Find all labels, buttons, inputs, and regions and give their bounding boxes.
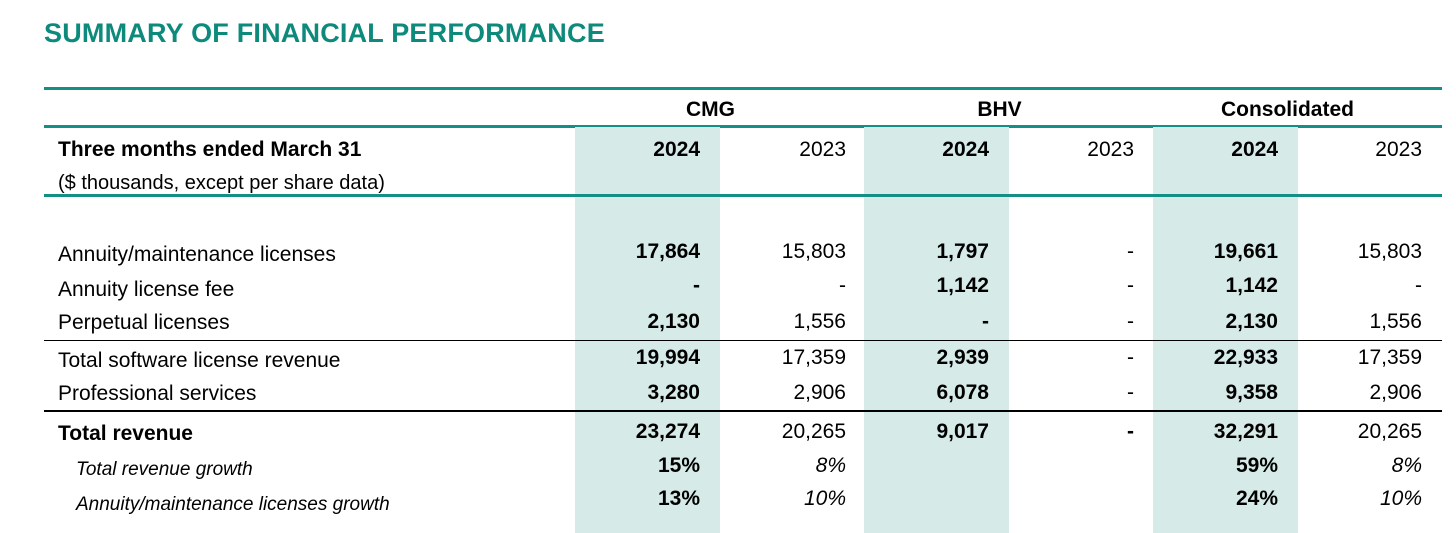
- table-cell: 1,556: [1369, 310, 1422, 333]
- table-cell: 3,280: [647, 381, 700, 404]
- table-cell: 20,265: [781, 420, 846, 443]
- table-cell: 10%: [803, 487, 846, 510]
- table-cell: 19,661: [1213, 240, 1278, 263]
- row-label-total-revenue-growth: Total revenue growth: [76, 459, 253, 480]
- table-cell: 59%: [1235, 454, 1278, 477]
- table-cell: 1,142: [936, 274, 989, 297]
- table-cell: 8%: [815, 454, 846, 477]
- table-cell: 1,797: [936, 240, 989, 263]
- year-header-cmg-2024: 2024: [653, 138, 700, 161]
- subtotal-rule: [44, 340, 1442, 341]
- table-cell: 6,078: [936, 381, 989, 404]
- table-cell: 2,939: [936, 346, 989, 369]
- table-cell: 15,803: [1357, 240, 1422, 263]
- year-header-bhv-2023: 2023: [1087, 138, 1134, 161]
- table-cell: 22,933: [1213, 346, 1278, 369]
- table-cell: -: [1127, 274, 1134, 297]
- row-label-perpetual-licenses: Perpetual licenses: [58, 311, 230, 334]
- year-header-consolidated-2024: 2024: [1231, 138, 1278, 161]
- header-bottom-rule: [44, 194, 1442, 197]
- table-cell: -: [982, 310, 989, 333]
- table-cell: -: [1127, 381, 1134, 404]
- row-label-total-software-license-revenue: Total software license revenue: [58, 349, 341, 372]
- table-cell: 15,803: [781, 240, 846, 263]
- table-cell: 17,359: [781, 346, 846, 369]
- table-cell: 19,994: [635, 346, 700, 369]
- group-header-consolidated: Consolidated: [1220, 98, 1354, 121]
- table-cell: -: [1415, 274, 1422, 297]
- table-cell: 32,291: [1213, 420, 1278, 443]
- table-cell: 17,864: [635, 240, 700, 263]
- row-label-annuity-maintenance-licenses-growth: Annuity/maintenance licenses growth: [76, 494, 390, 515]
- top-rule: [44, 87, 1442, 90]
- table-cell: 2,906: [1369, 381, 1422, 404]
- row-label-professional-services: Professional services: [58, 382, 257, 405]
- table-cell: 13%: [657, 487, 700, 510]
- table-cell: -: [1127, 420, 1134, 443]
- table-cell: 23,274: [635, 420, 700, 443]
- table-cell: 2,130: [647, 310, 700, 333]
- year-header-bhv-2024: 2024: [942, 138, 989, 161]
- table-cell: 10%: [1379, 487, 1422, 510]
- table-cell: 9,358: [1225, 381, 1278, 404]
- table-cell: -: [839, 274, 846, 297]
- table-cell: 9,017: [936, 420, 989, 443]
- table-cell: 15%: [657, 454, 700, 477]
- table-cell: 2,130: [1225, 310, 1278, 333]
- table-cell: -: [1127, 346, 1134, 369]
- table-cell: 24%: [1235, 487, 1278, 510]
- table-cell: 2,906: [793, 381, 846, 404]
- units-label: ($ thousands, except per share data): [58, 172, 385, 194]
- table-cell: -: [1127, 240, 1134, 263]
- header-rule: [44, 125, 1442, 128]
- period-label: Three months ended March 31: [58, 138, 362, 161]
- row-label-annuity-maintenance-licenses: Annuity/maintenance licenses: [58, 243, 336, 266]
- page-title: SUMMARY OF FINANCIAL PERFORMANCE: [44, 18, 605, 48]
- table-cell: 1,142: [1225, 274, 1278, 297]
- row-label-annuity-license-fee: Annuity license fee: [58, 278, 235, 301]
- table-cell: -: [693, 274, 700, 297]
- group-header-bhv: BHV: [977, 98, 1022, 121]
- year-header-consolidated-2023: 2023: [1375, 138, 1422, 161]
- table-cell: 8%: [1391, 454, 1422, 477]
- year-header-cmg-2023: 2023: [799, 138, 846, 161]
- table-cell: 20,265: [1357, 420, 1422, 443]
- total-rule: [44, 410, 1442, 412]
- group-header-cmg: CMG: [686, 98, 735, 121]
- table-cell: -: [1127, 310, 1134, 333]
- row-label-total-revenue: Total revenue: [58, 422, 193, 445]
- table-cell: 17,359: [1357, 346, 1422, 369]
- table-cell: 1,556: [793, 310, 846, 333]
